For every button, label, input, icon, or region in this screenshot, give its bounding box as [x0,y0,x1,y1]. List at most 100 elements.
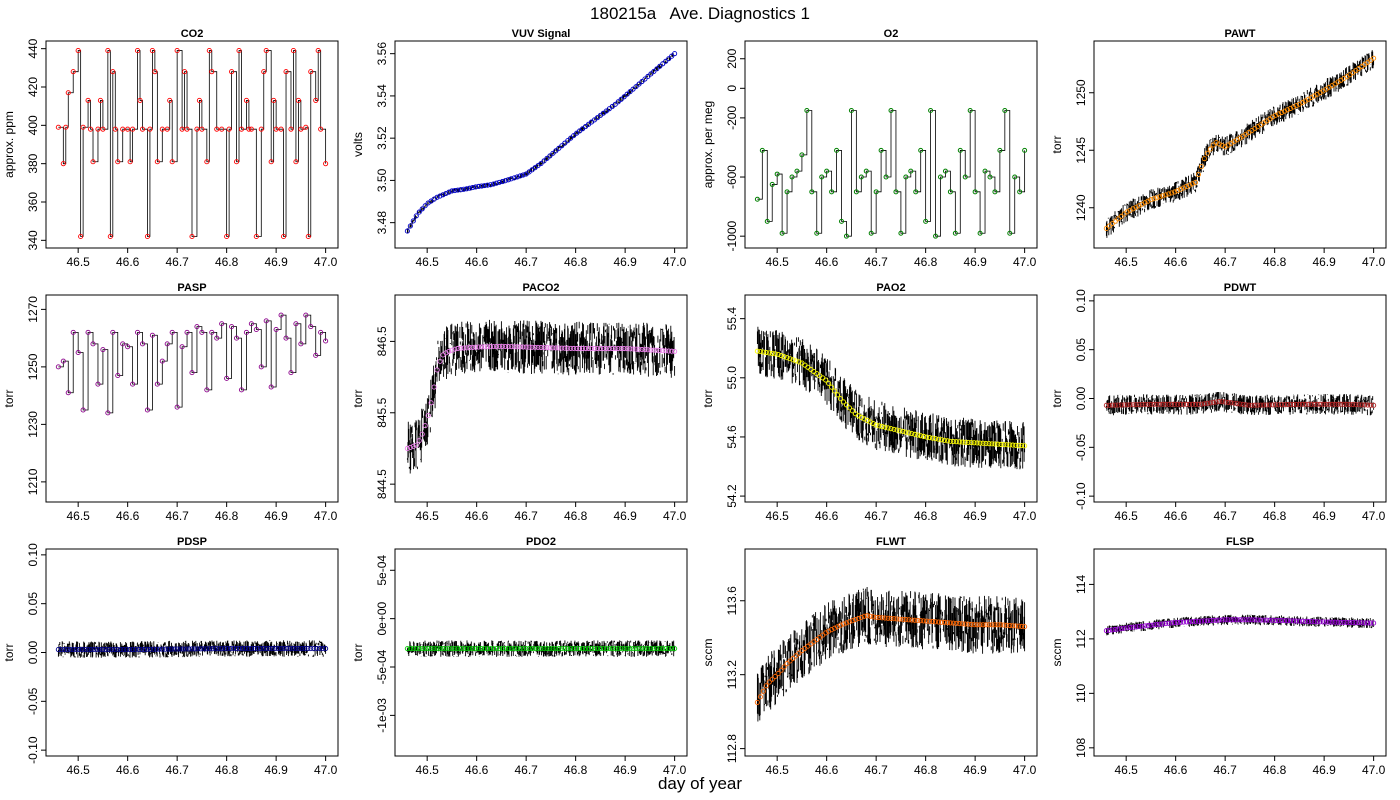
data-point [962,439,968,445]
x-tick-label: 46.5 [66,255,90,269]
data-point [263,318,269,324]
data-point [1320,619,1326,625]
data-point [164,341,170,347]
data-point [790,357,796,363]
data-point [233,646,240,652]
data-point [1172,401,1178,407]
data-point [90,159,96,165]
data-point [1344,619,1350,626]
data-point [248,646,254,652]
y-tick-label: 440 [26,38,40,58]
data-point [565,646,571,652]
data-point [180,646,186,652]
data-point [760,688,766,694]
data-point [73,647,79,653]
data-point [873,422,879,428]
data-point [781,664,787,670]
data-point [305,233,311,240]
x-tick-label: 46.9 [1312,255,1336,269]
data-point [1139,623,1145,629]
x-tick-label: 46.9 [963,763,987,777]
data-point [317,646,323,652]
y-axis-label: sccm [701,639,715,667]
data-point [648,71,654,77]
data-point [898,230,904,236]
y-tick-label: -0.10 [26,736,40,764]
data-point [118,647,124,653]
data-point [1281,402,1288,408]
data-point [130,126,136,132]
y-tick-label: 0.10 [26,543,40,567]
data-point [1341,619,1347,625]
data-point [169,329,175,335]
data-point [982,168,988,174]
data-point [1124,625,1130,631]
data-point [1338,619,1344,625]
data-point [177,646,183,652]
x-tick-label: 46.9 [613,763,637,777]
plot-frame [744,40,1038,249]
data-point [496,179,502,185]
data-point [553,646,559,652]
data-point [144,407,151,413]
data-point [467,646,473,652]
data-point [263,48,269,54]
y-axis-label: torr [351,643,365,661]
x-tick-label: 46.8 [215,255,239,269]
x-tick-label: 46.7 [514,763,538,777]
data-point [1261,617,1267,623]
data-point [1299,401,1305,407]
data-point [505,177,511,183]
data-point [937,174,943,180]
data-point [1362,620,1368,626]
data-point [1293,103,1299,109]
data-point [1118,626,1124,632]
data-point [867,613,873,619]
data-point [219,646,225,652]
data-point [630,646,636,652]
panel-title: O2 [884,28,899,40]
x-tick-label: 47.0 [663,255,687,269]
data-point [416,209,422,215]
y-axis-label: torr [2,389,16,407]
data-point [897,428,903,434]
data-point [1273,112,1279,118]
panel-title: VUV Signal [512,28,571,40]
data-point [1109,402,1115,408]
data-point [275,646,281,652]
data-point [1267,617,1273,623]
data-point [1308,401,1314,407]
panel-o2: O2 approx. per meg 46.5 46.6 46.7 46.8 46.9 47.… [701,28,1038,269]
data-point [618,646,624,652]
data-point [90,341,96,347]
data-point [906,430,912,436]
data-point [141,646,148,652]
data-point [1329,401,1335,407]
x-tick-label: 46.7 [864,763,888,777]
data-point [464,646,470,652]
data-point [476,183,482,190]
x-tick-label: 46.9 [613,255,637,269]
data-point [323,161,329,167]
data-point [956,621,962,627]
data-point [283,335,289,341]
data-point [458,187,464,193]
data-point [565,138,571,144]
data-point [110,329,116,335]
y-axis-label: torr [2,643,16,661]
data-point [588,345,595,352]
data-point [55,364,61,370]
data-point [942,168,948,174]
data-point [209,329,215,335]
data-point [1112,626,1118,633]
data-point [1216,141,1222,147]
data-point [95,126,101,132]
data-point [189,646,195,652]
data-point [238,387,245,393]
data-point [149,48,155,54]
data-point [165,646,171,652]
plot-frame [1093,548,1387,757]
x-tick-label: 46.5 [415,763,439,777]
x-tick-label: 46.9 [613,509,637,523]
data-point [127,647,133,653]
